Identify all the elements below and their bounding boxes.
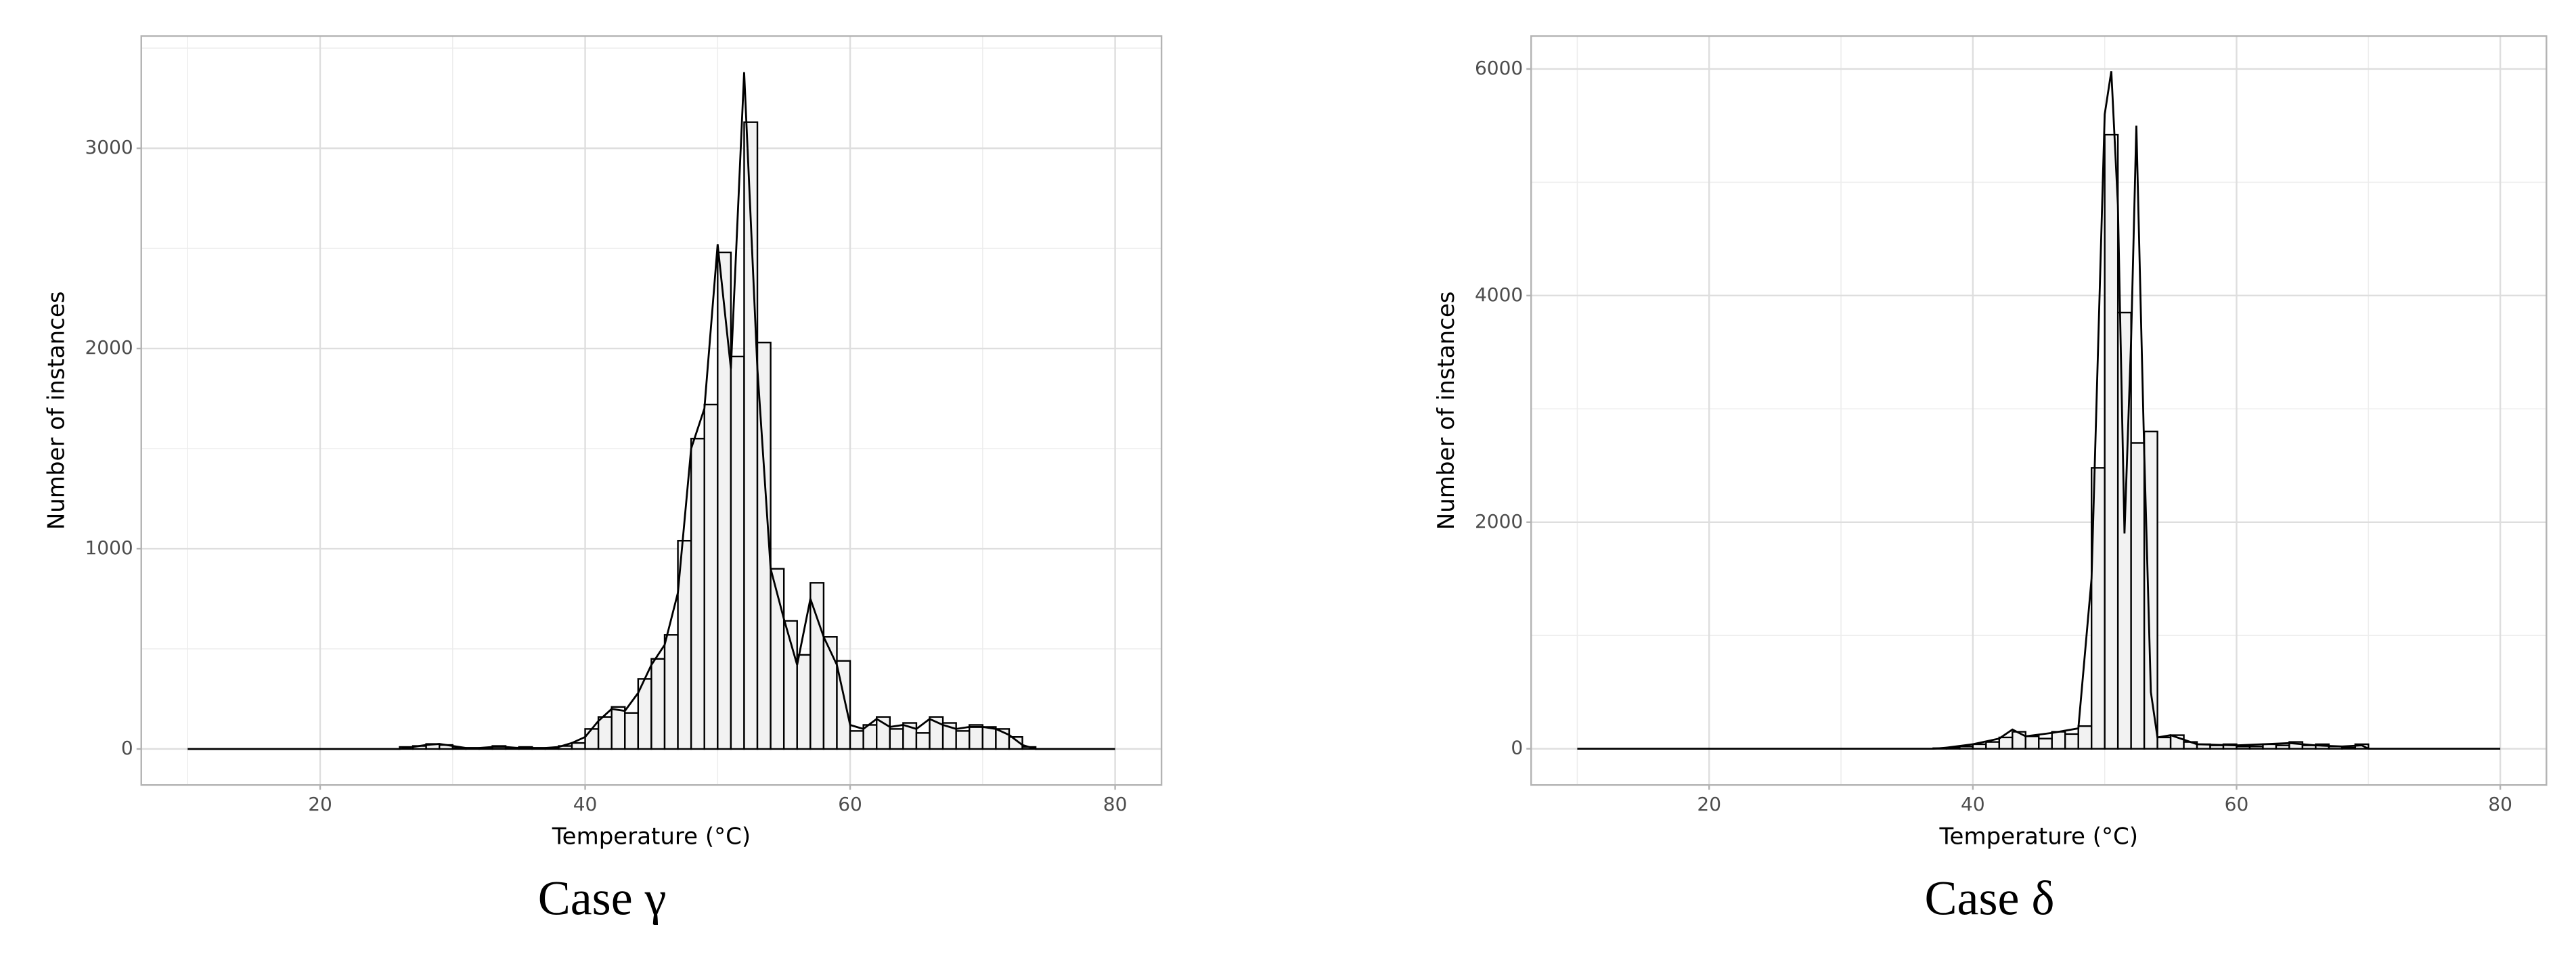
histogram-bar [2077, 725, 2093, 750]
x-tick-label: 20 [1697, 793, 1721, 815]
x-tick-label: 60 [838, 793, 862, 815]
x-tick-label: 40 [573, 793, 598, 815]
histogram-bar [2143, 430, 2158, 750]
histogram-bar [2236, 746, 2251, 750]
y-tick-label: 3000 [85, 136, 133, 158]
histogram-bar [2051, 731, 2066, 750]
histogram-bar [876, 716, 891, 750]
y-tick-label: 2000 [1475, 510, 1523, 532]
x-tick-label: 20 [308, 793, 332, 815]
histogram-bar [1985, 741, 2001, 750]
x-axis-title: Temperature (°C) [552, 823, 751, 850]
y-tick-label: 6000 [1475, 57, 1523, 79]
y-tick-label: 0 [1511, 737, 1523, 759]
histogram-bar [889, 728, 904, 750]
histogram-bar [584, 728, 600, 750]
histogram-bar [690, 438, 705, 750]
histogram-bar [1959, 746, 1974, 750]
histogram-bar [2104, 133, 2119, 750]
caption: Case δ [1925, 871, 2055, 926]
histogram-bar [2024, 735, 2040, 750]
y-tick-label: 1000 [85, 537, 133, 559]
histogram-bar [756, 342, 772, 750]
y-axis-title: Number of instances [43, 291, 70, 530]
histogram-bar [822, 636, 838, 750]
x-tick-label: 40 [1961, 793, 1985, 815]
x-tick-label: 80 [2488, 793, 2512, 815]
histogram-bar [2038, 737, 2053, 750]
caption: Case γ [538, 871, 667, 926]
y-tick-label: 0 [121, 737, 133, 759]
histogram-bar [969, 724, 984, 750]
y-tick-label: 2000 [85, 336, 133, 359]
histogram-bar [597, 716, 613, 750]
x-axis-title: Temperature (°C) [1939, 823, 2138, 850]
histogram-bar [796, 654, 812, 750]
histogram-bar [849, 730, 864, 750]
histogram-bar [2341, 746, 2357, 750]
y-axis-title: Number of instances [1433, 291, 1460, 530]
histogram-bar [730, 355, 745, 750]
histogram-bar [2248, 746, 2264, 750]
histogram-bar [717, 251, 732, 750]
histogram-bar [610, 706, 626, 750]
histogram-bar [663, 634, 679, 750]
panel-border [1530, 35, 2548, 786]
histogram-bar [1972, 743, 1987, 750]
histogram-bar [809, 582, 825, 750]
x-tick-label: 60 [2225, 793, 2249, 815]
y-tick-label: 4000 [1475, 283, 1523, 306]
chart: 0 2000 4000 6000 20 40 60 80 Temperature (°C) Num… [1433, 35, 2548, 926]
histogram-bar [624, 712, 640, 750]
histogram-bar [2130, 442, 2146, 750]
x-tick-label: 80 [1103, 793, 1128, 815]
density-line [1577, 71, 2501, 750]
histogram-bar [571, 742, 586, 750]
histogram-bar [915, 732, 931, 750]
panel-border [140, 35, 1163, 786]
histogram-bar [981, 726, 997, 750]
chart: 0 1000 2000 3000 20 40 60 80 Temperature (°C) Num… [43, 35, 1163, 926]
histogram-bar [1998, 736, 2014, 750]
histogram-bar [2064, 733, 2079, 750]
histogram-bar [1008, 736, 1023, 750]
histogram-bar [955, 730, 971, 750]
histogram-bar [2275, 744, 2290, 750]
histogram-bar [650, 658, 666, 750]
histogram-bar [703, 403, 719, 750]
density-line [187, 72, 1115, 750]
histogram-bar [2156, 736, 2172, 750]
